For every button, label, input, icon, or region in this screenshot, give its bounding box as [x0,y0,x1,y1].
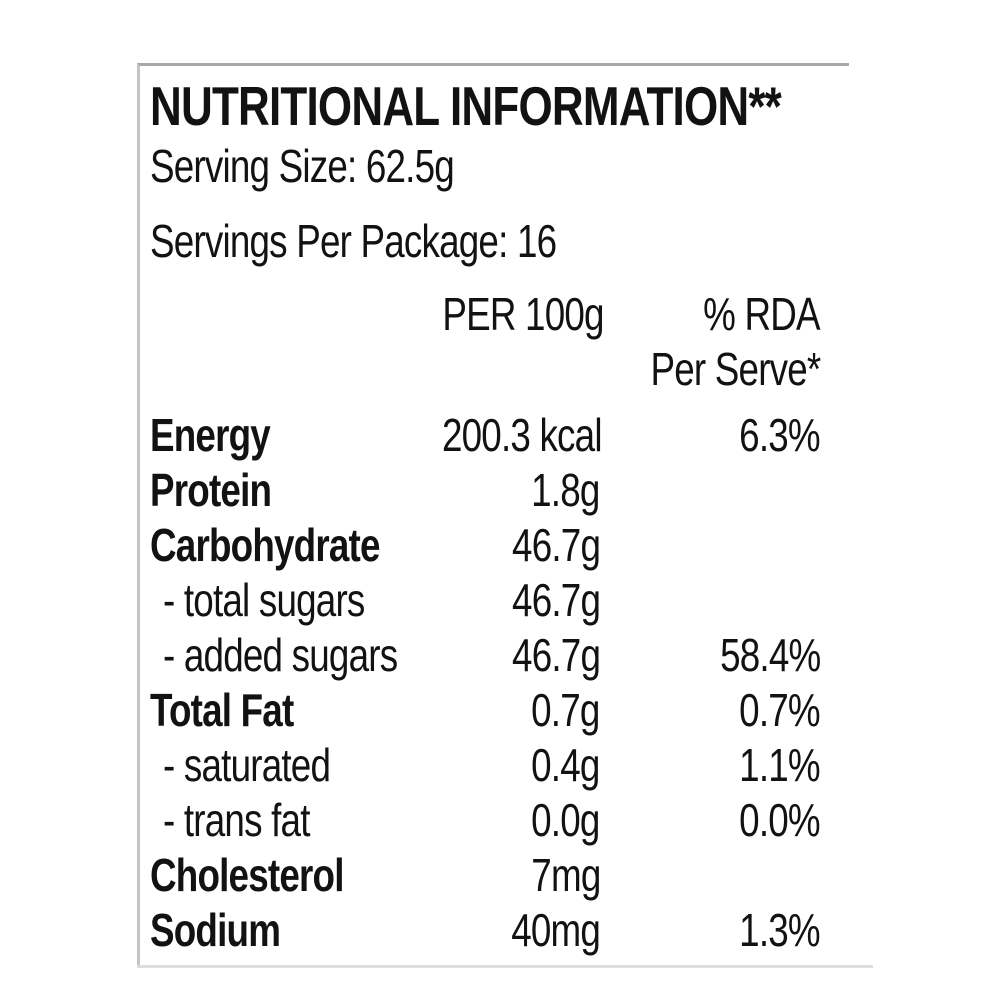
row-energy-name: Energy [150,409,271,461]
row-saturated-name: - saturated [163,739,331,791]
row-total-fat-value: 0.7g [531,684,601,736]
row-protein-value: 1.8g [531,464,601,516]
row-energy-rda: 6.3% [739,409,820,461]
row-total-fat-rda: 0.7% [739,684,820,736]
header-rows-gap [150,397,820,408]
row-protein-rda [600,463,820,518]
header-spacer-2 [150,342,402,397]
servings-per-package-line: Servings Per Package: 16 [150,215,821,267]
serving-size-text: Serving Size: 62.5g [150,140,455,192]
header-spacer [150,287,402,342]
serving-size-line: Serving Size: 62.5g [150,140,821,192]
row-carbohydrate-value: 46.7g [511,519,601,571]
row-cholesterol-rda [600,848,820,903]
row-carbohydrate-name: Carbohydrate [150,519,380,571]
servings-per-package-text: Servings Per Package: 16 [150,215,557,267]
nutrition-title: NUTRITIONAL INFORMATION** [150,75,821,137]
nutrition-table: PER 100g % RDA Per Serve* Energy 200.3 k… [150,287,821,958]
row-added-sugars-name: - added sugars [163,629,398,681]
row-trans-fat-value: 0.0g [531,794,601,846]
row-protein-name: Protein [150,464,272,516]
row-total-sugars-value: 46.7g [511,574,601,626]
row-trans-fat-rda: 0.0% [739,794,820,846]
row-sodium-name: Sodium [150,904,281,956]
row-total-sugars-name: - total sugars [163,574,365,626]
column-header-rda-line2: Per Serve* [650,343,821,395]
nutrition-label-panel: NUTRITIONAL INFORMATION** Serving Size: … [137,63,849,965]
column-header-per-100g: PER 100g [442,288,604,340]
row-total-sugars-rda [600,573,820,628]
row-added-sugars-value: 46.7g [511,629,601,681]
column-header-rda-line1: % RDA [703,288,820,340]
row-energy-value: 200.3 kcal [441,409,603,461]
header-spacer-3 [402,342,600,397]
row-saturated-rda: 1.1% [739,739,820,791]
row-cholesterol-value: 7mg [530,849,601,901]
nutrition-title-text: NUTRITIONAL INFORMATION** [150,75,782,137]
label-bottom-crop-edge [137,965,873,968]
row-added-sugars-rda: 58.4% [719,629,821,681]
row-sodium-rda: 1.3% [739,904,820,956]
row-sodium-value: 40mg [511,904,601,956]
row-carbohydrate-rda [600,518,820,573]
row-total-fat-name: Total Fat [150,684,294,736]
row-trans-fat-name: - trans fat [163,794,310,846]
row-cholesterol-name: Cholesterol [150,849,344,901]
row-saturated-value: 0.4g [531,739,601,791]
